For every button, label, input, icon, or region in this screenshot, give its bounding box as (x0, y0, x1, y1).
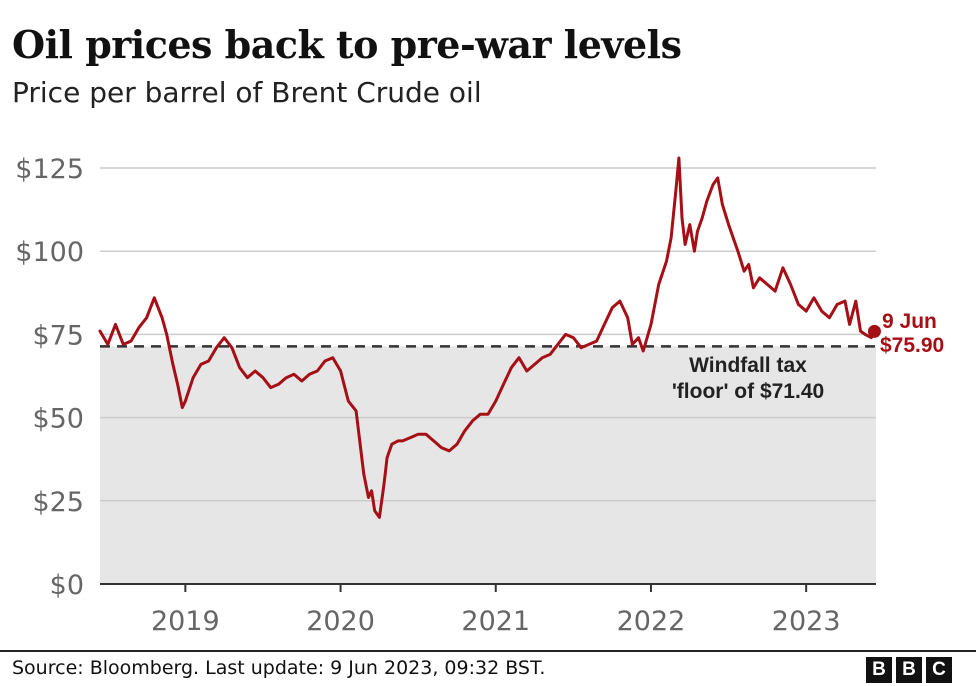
y-tick-label: $50 (32, 404, 84, 435)
floor-shaded-band (100, 346, 876, 584)
footer-divider (0, 650, 976, 652)
reference-label-line-2: 'floor' of $71.40 (672, 380, 824, 403)
end-label-date: 9 Jun (882, 310, 937, 333)
series-layer (98, 156, 881, 519)
chart-subtitle: Price per barrel of Brent Crude oil (12, 76, 482, 109)
end-label-value: $75.90 (880, 334, 944, 357)
x-axis: 2019 2020 2021 2022 2023 (151, 584, 841, 637)
line-chart: $0 $25 $50 $75 $100 $125 2019 2020 2021 2022 2023… (15, 154, 944, 637)
bbc-logo-b2: B (896, 657, 922, 683)
reference-label-line-1: Windfall tax (689, 354, 807, 377)
y-tick-label: $0 (50, 570, 84, 601)
latest-price-marker (867, 324, 881, 338)
x-tick-label: 2020 (306, 606, 375, 637)
brent-crude-price-line (98, 156, 876, 519)
x-tick-label: 2023 (772, 606, 841, 637)
gridlines (100, 167, 876, 502)
y-tick-label: $100 (15, 237, 84, 268)
x-tick-label: 2022 (617, 606, 686, 637)
source-note: Source: Bloomberg. Last update: 9 Jun 20… (12, 657, 546, 679)
y-axis: $0 $25 $50 $75 $100 $125 (15, 154, 876, 601)
y-tick-label: $125 (15, 154, 84, 185)
bbc-logo-b1: B (866, 657, 892, 683)
y-tick-label: $75 (32, 320, 84, 351)
bbc-logo-c: C (926, 657, 952, 683)
x-tick-label: 2019 (151, 606, 220, 637)
y-tick-label: $25 (32, 487, 84, 518)
annotation-layer: 9 Jun$75.90 Windfall tax 'floor' of $71.40 (672, 310, 944, 403)
x-tick-label: 2021 (461, 606, 530, 637)
chart-title: Oil prices back to pre-war levels (12, 22, 682, 67)
floor-band-layer (100, 346, 876, 584)
